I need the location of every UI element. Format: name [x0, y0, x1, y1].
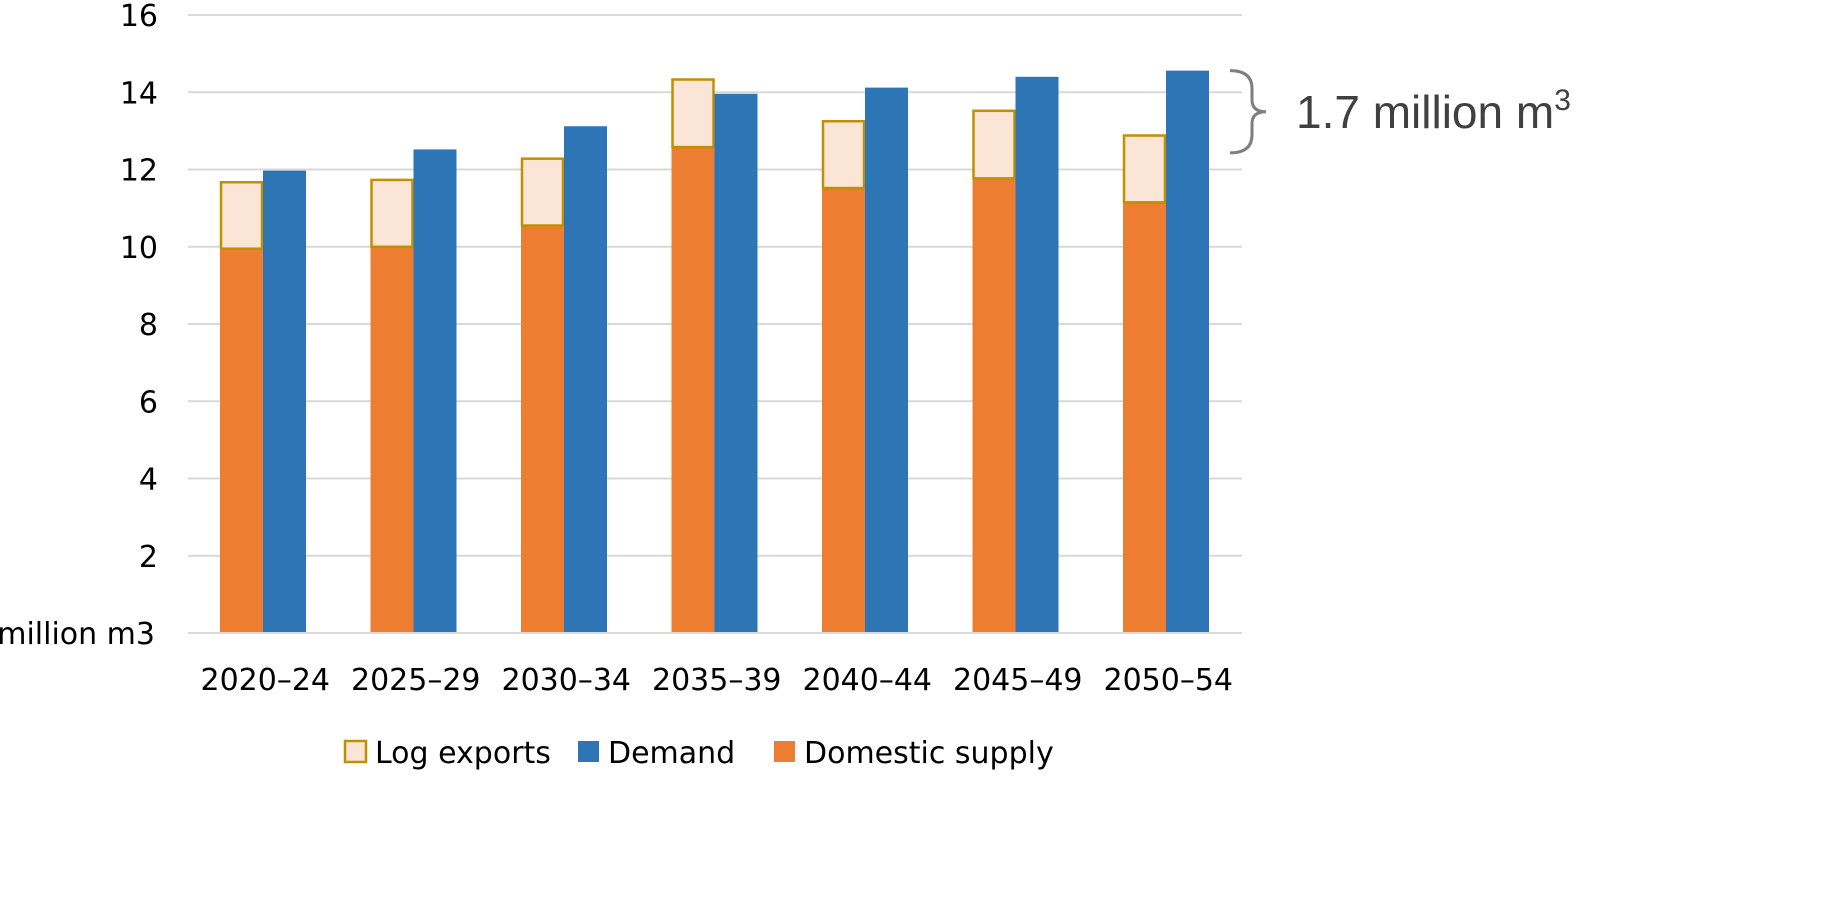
y-tick-label: 2 [139, 540, 158, 575]
annotation-text-main: 1.7 million m [1296, 86, 1554, 138]
bar-domestic-supply-2045-49 [972, 178, 1016, 634]
legend-swatch-log-exports [343, 739, 368, 764]
x-tick-label: 2045–49 [953, 663, 1083, 698]
x-tick-label: 2020–24 [200, 663, 330, 698]
y-tick-label: 10 [120, 231, 158, 266]
annotation: 1.7 million m3 [1229, 69, 1571, 155]
legend-label-log-exports: Log exports [375, 736, 551, 771]
bar-log-exports-2045-49 [972, 109, 1016, 180]
bar-demand-2035-39 [714, 93, 758, 634]
x-tick-label: 2025–29 [351, 663, 481, 698]
bar-log-exports-2040-44 [821, 119, 866, 190]
legend-label-demand: Demand [608, 736, 735, 771]
bar-demand-2030-34 [564, 126, 607, 634]
bar-demand-2045-49 [1015, 76, 1059, 634]
bar-log-exports-2020-24 [219, 180, 264, 250]
legend-label-domestic-supply: Domestic supply [804, 736, 1054, 771]
x-tick-label: 2035–39 [652, 663, 782, 698]
y-axis-ticks: 2 4 6 8 10 12 14 16 [120, 0, 158, 575]
bar-demand-2025-29 [413, 149, 457, 634]
bar-log-exports-2030-34 [520, 157, 565, 227]
bar-domestic-supply-2040-44 [822, 188, 865, 634]
x-tick-label: 2050–54 [1103, 663, 1233, 698]
y-tick-label: 16 [120, 0, 158, 34]
annotation-label: 1.7 million m3 [1296, 84, 1571, 138]
bar-domestic-supply-2050-54 [1123, 202, 1166, 634]
legend-swatch-demand [578, 741, 599, 762]
bar-domestic-supply-2025-29 [370, 246, 414, 633]
x-axis-ticks: 2020–24 2025–29 2030–34 2035–39 2040–44 2045–… [200, 663, 1233, 698]
y-axis-label: million m3 [0, 617, 155, 652]
bar-domestic-supply-2020-24 [220, 248, 263, 633]
y-tick-label: 8 [139, 308, 158, 343]
bar-demand-2050-54 [1166, 70, 1209, 634]
bars [219, 70, 1209, 634]
bar-domestic-supply-2030-34 [521, 225, 564, 633]
bar-demand-2040-44 [865, 87, 908, 634]
bar-log-exports-2025-29 [370, 178, 414, 249]
brace-icon [1229, 69, 1267, 155]
bar-demand-2020-24 [263, 170, 306, 633]
bar-log-exports-2050-54 [1122, 134, 1167, 204]
y-tick-label: 12 [120, 154, 158, 189]
x-tick-label: 2030–34 [501, 663, 631, 698]
y-tick-label: 4 [139, 463, 158, 498]
legend-swatch-domestic-supply [774, 741, 795, 762]
legend: Log exports Demand Domestic supply [343, 736, 1054, 771]
y-tick-label: 6 [139, 385, 158, 420]
x-tick-label: 2040–44 [802, 663, 932, 698]
y-tick-label: 14 [120, 76, 158, 111]
bar-domestic-supply-2035-39 [671, 147, 715, 633]
bar-log-exports-2035-39 [671, 78, 715, 149]
annotation-superscript: 3 [1554, 84, 1571, 117]
